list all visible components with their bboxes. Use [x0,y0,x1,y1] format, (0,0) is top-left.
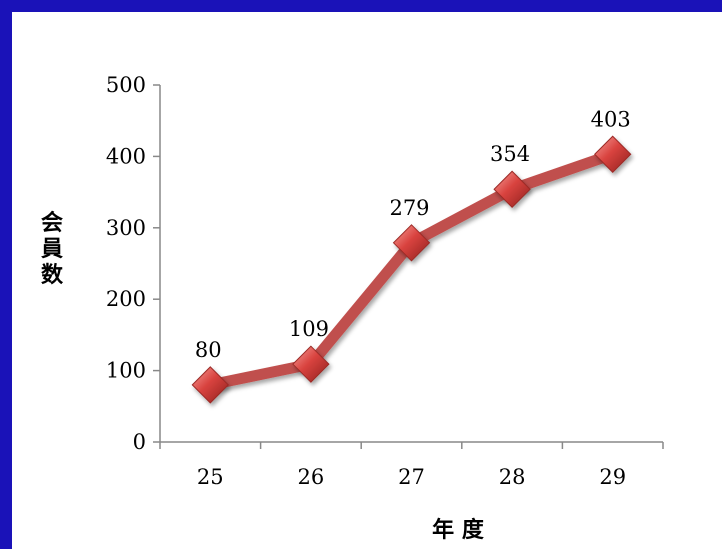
data-point-marker [392,224,431,262]
x-tick-label: 29 [599,465,626,489]
series-line-group [204,148,619,391]
y-tick-label: 100 [106,359,146,383]
data-label: 403 [591,107,631,131]
y-axis-title-char: 数 [41,262,64,288]
x-tick-label: 27 [398,465,425,489]
series-line [204,148,619,391]
x-axis-title: 年 度 [432,517,485,543]
y-tick-label: 400 [106,144,146,168]
data-label: 80 [195,338,222,362]
y-axis-title-char: 会 [41,210,63,236]
x-ticks: 25 26 27 28 29 [159,442,664,489]
data-point-marker [493,170,531,208]
y-tick-label: 0 [133,430,146,454]
axes [159,85,663,443]
chart-frame [12,12,722,549]
x-tick-label: 28 [499,465,526,489]
data-labels-group: 80 109 279 354 403 [195,107,631,362]
y-axis-title-char: 員 [40,237,63,262]
x-tick-label: 26 [298,465,325,489]
data-point-marker [191,366,230,404]
data-label: 354 [490,142,530,166]
x-tick-label: 25 [197,465,224,489]
y-tick-label: 300 [106,216,146,240]
y-tick-label: 200 [106,287,146,311]
y-tick-label: 500 [106,73,146,97]
data-point-marker [292,345,330,383]
markers-group [191,135,632,404]
y-ticks: 0 100 200 300 400 500 [106,73,160,454]
data-label: 109 [289,317,329,341]
y-axis-title: 会員数 [40,210,64,288]
data-point-marker [593,135,632,173]
data-label: 279 [389,196,429,220]
